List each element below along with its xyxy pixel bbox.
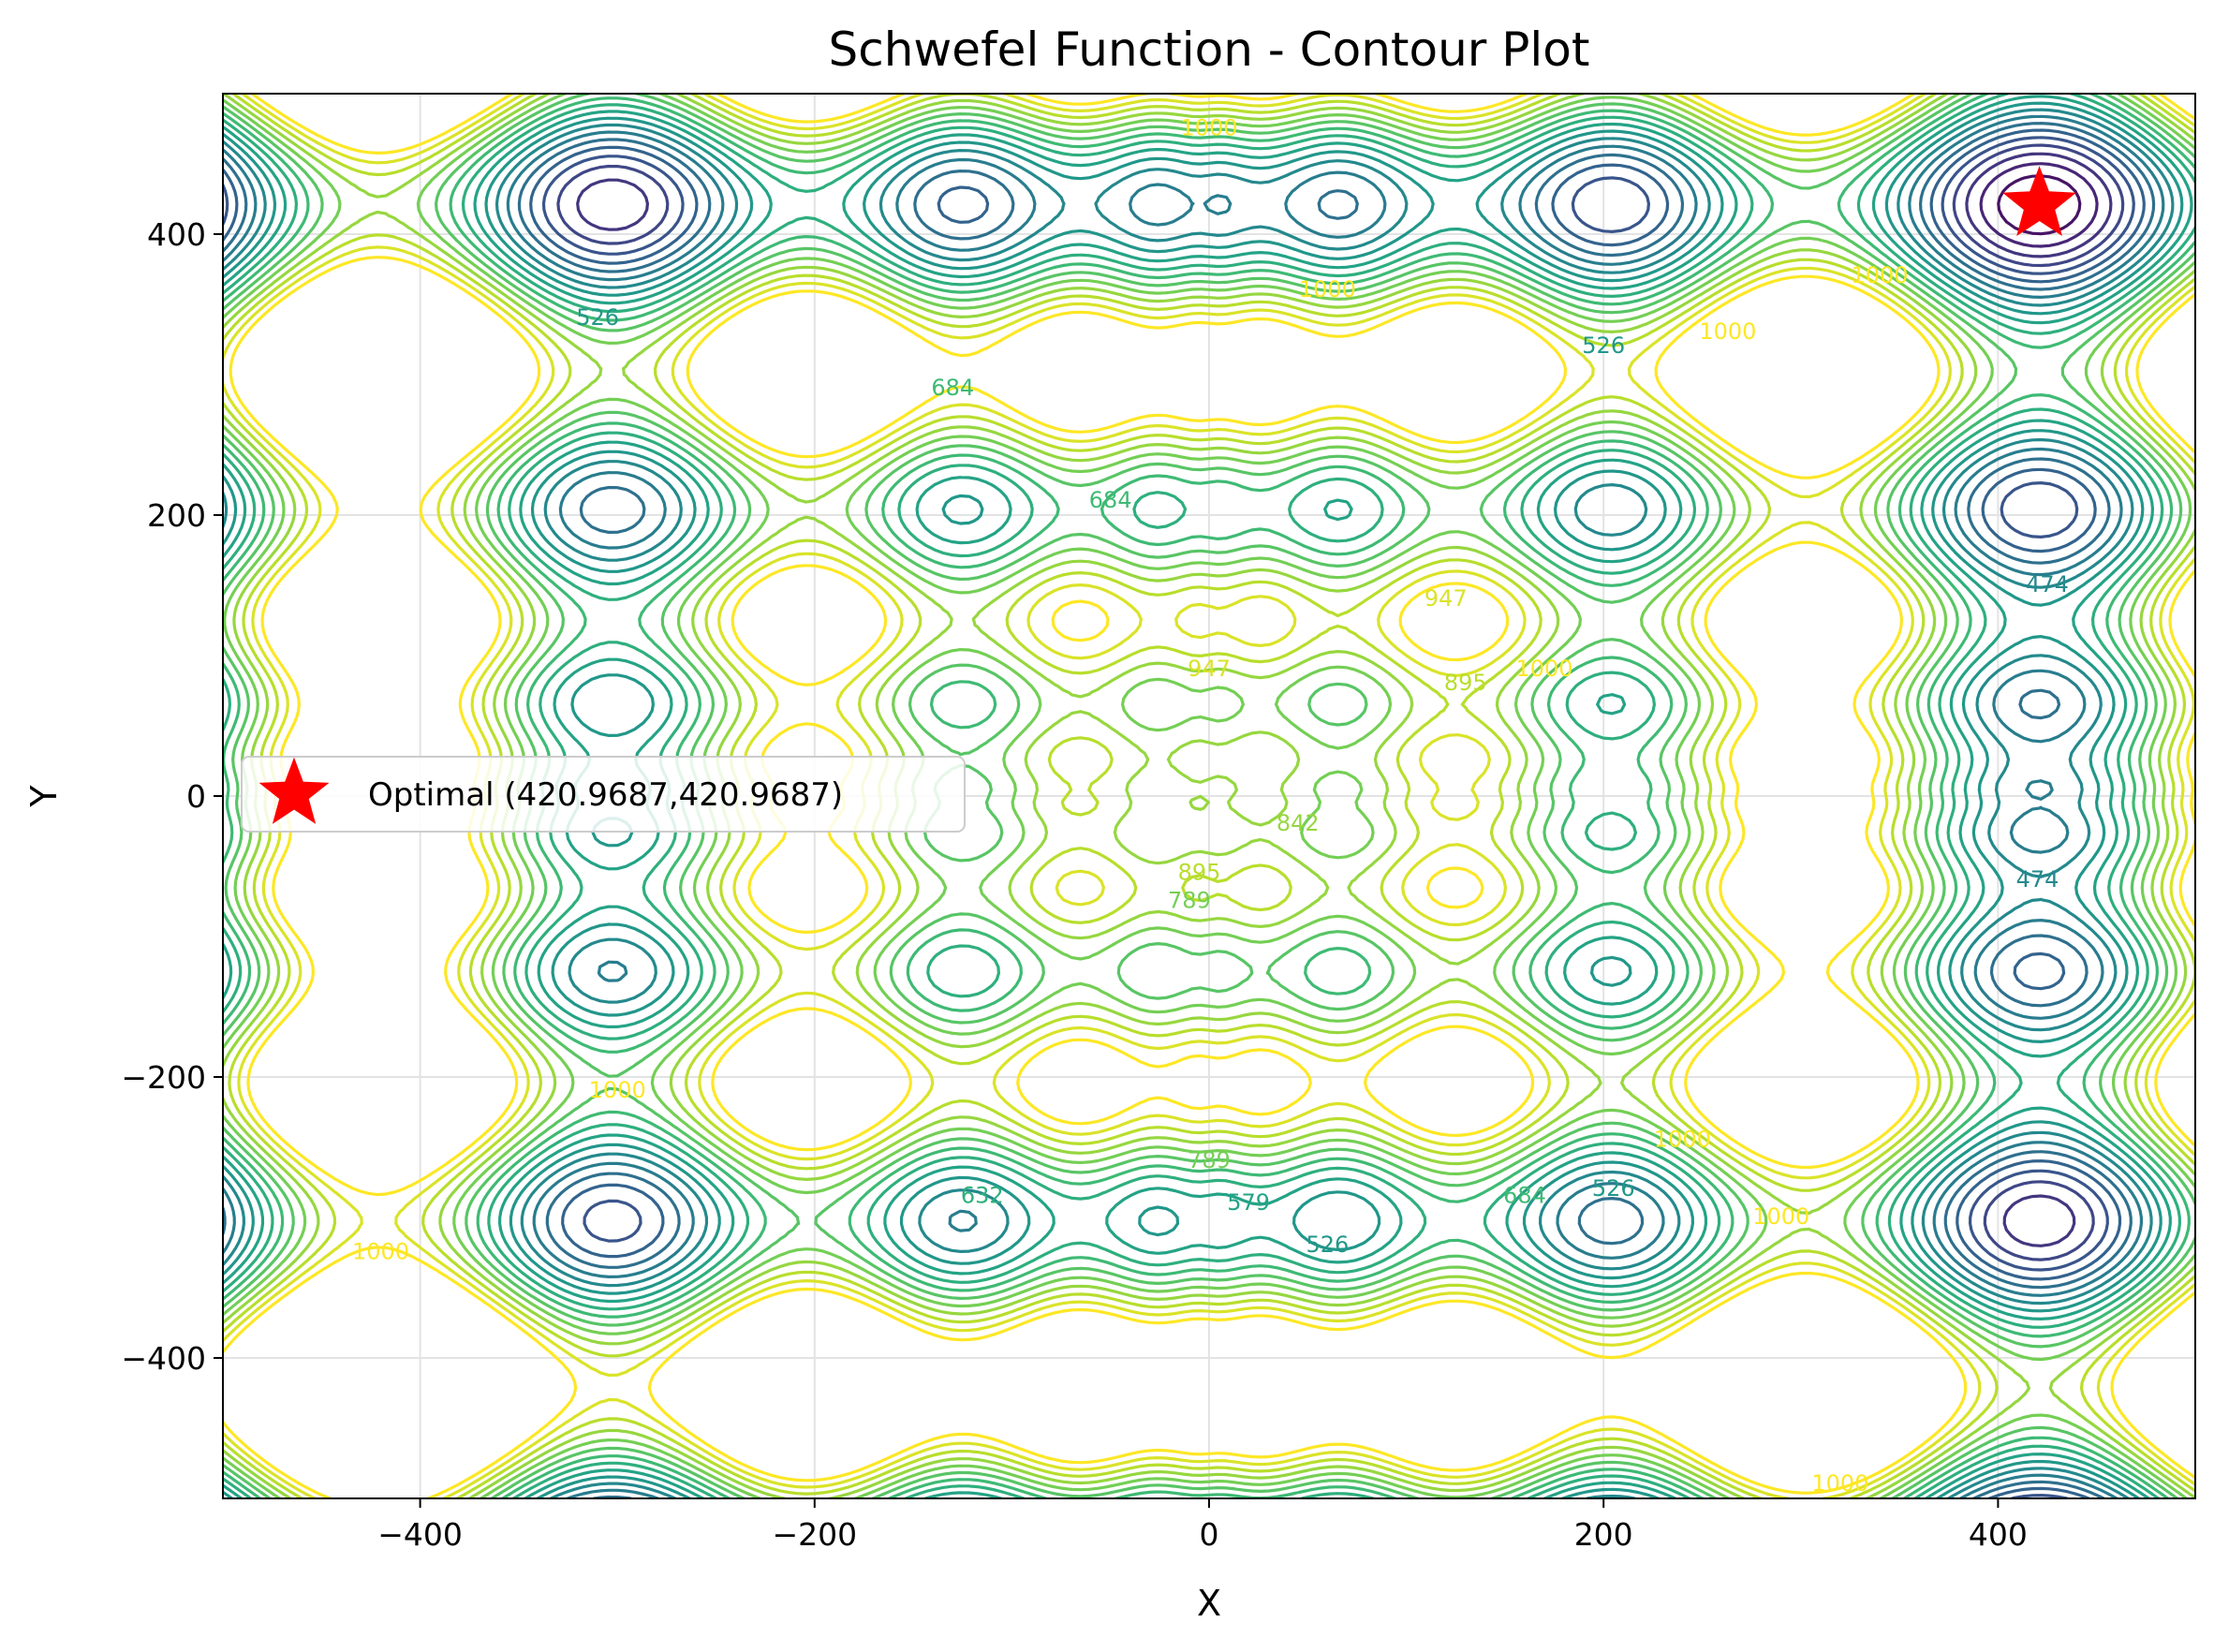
contour-label: 789 <box>1188 1147 1231 1173</box>
x-tick-label: 0 <box>1200 1516 1219 1553</box>
contour-labels: 1000947947684684842895789895100052652647… <box>352 115 2069 1497</box>
contour-line-684 <box>223 94 2195 1498</box>
contour-line-895 <box>223 94 2195 1498</box>
contour-label: 947 <box>1424 585 1468 612</box>
contour-label: 684 <box>1089 487 1132 513</box>
y-tick-label: −200 <box>121 1059 206 1096</box>
legend-star-icon <box>258 757 330 824</box>
contour-label: 1000 <box>1654 1127 1711 1153</box>
contour-label: 1000 <box>352 1239 409 1265</box>
x-tick-label: −400 <box>377 1516 463 1553</box>
legend: Optimal (420.9687,420.9687) <box>241 756 966 833</box>
axis-ticks: −400 −200 0 200 400 −400 −200 0 200 400 <box>121 216 2028 1553</box>
contour-label: 895 <box>1178 860 1221 886</box>
contour-label: 684 <box>931 375 974 401</box>
contour-line-158 <box>576 152 2113 1247</box>
contour-label: 895 <box>1444 670 1487 696</box>
contour-line-947 <box>223 94 2195 1498</box>
contour-label: 1000 <box>589 1077 646 1103</box>
contour-label: 526 <box>576 304 619 331</box>
contour-lines <box>223 94 2195 1498</box>
contour-line-632 <box>223 94 2195 1498</box>
contour-line-105 <box>1979 162 2099 248</box>
contour-label: 579 <box>1227 1189 1270 1216</box>
y-tick-label: −400 <box>121 1340 206 1377</box>
x-axis-label: X <box>1197 1583 1221 1624</box>
contour-label: 1000 <box>1852 262 1909 288</box>
contour-label: 474 <box>2026 571 2069 597</box>
contour-label: 526 <box>1592 1175 1635 1202</box>
chart-title: Schwefel Function - Contour Plot <box>829 22 1590 77</box>
contour-label: 1000 <box>1299 276 1356 302</box>
optimal-marker <box>2002 166 2076 237</box>
contour-line-211 <box>556 143 2125 1261</box>
x-tick-label: −200 <box>772 1516 857 1553</box>
legend-box <box>241 756 966 833</box>
contour-label: 789 <box>1168 888 1211 914</box>
contour-line-789 <box>223 94 2195 1498</box>
contour-label: 526 <box>1306 1232 1349 1258</box>
contour-line-1000 <box>223 94 2195 1498</box>
contour-label: 474 <box>2016 866 2059 892</box>
y-axis-label: Y <box>23 785 65 808</box>
contour-label: 526 <box>1582 332 1625 359</box>
contour-line-316 <box>223 128 2146 1498</box>
contour-label: 684 <box>1503 1183 1546 1209</box>
contour-label: 842 <box>1277 810 1320 836</box>
contour-label: 1000 <box>1811 1470 1868 1497</box>
optimal-star <box>2002 166 2076 237</box>
contour-line-842 <box>223 94 2195 1498</box>
y-tick-label: 400 <box>147 216 206 253</box>
x-tick-label: 200 <box>1574 1516 1633 1553</box>
y-tick-label: 0 <box>186 778 206 815</box>
contour-label: 1000 <box>1180 115 1237 141</box>
legend-label: Optimal (420.9687,420.9687) <box>368 776 843 814</box>
y-tick-label: 200 <box>147 497 206 534</box>
contour-line-474 <box>223 108 2175 1498</box>
x-tick-label: 400 <box>1969 1516 2028 1553</box>
contour-label: 1000 <box>1752 1203 1809 1230</box>
contour-line-421 <box>223 114 2165 1498</box>
contour-label: 947 <box>1188 656 1231 682</box>
contour-label: 1000 <box>1699 318 1756 345</box>
contour-label: 632 <box>961 1183 1004 1209</box>
contour-label: 1000 <box>1515 656 1572 682</box>
contour-line-526 <box>223 101 2184 1498</box>
contour-line-737 <box>223 94 2195 1498</box>
